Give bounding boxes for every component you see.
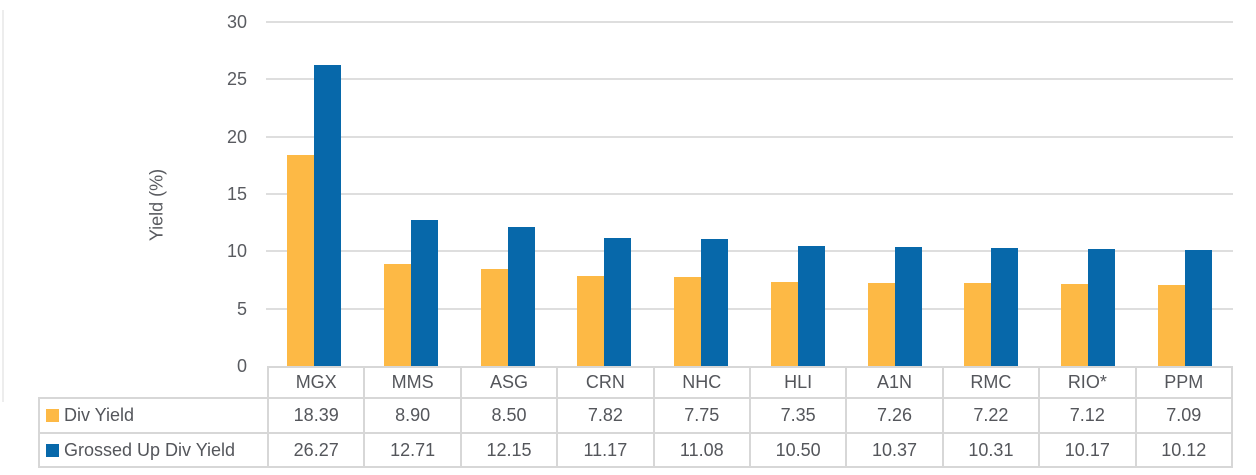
- category-header-rmc: RMC: [941, 366, 1041, 399]
- y-tick-label-15: 15: [226, 184, 247, 204]
- cell-div-yield-mms: 8.90: [363, 397, 462, 434]
- cell-div-yield-asg: 8.50: [459, 397, 559, 434]
- category-header-a1n: A1N: [845, 366, 944, 399]
- bar-div-yield-rio: [1060, 284, 1088, 366]
- cell-div-yield-ppm: 7.09: [1134, 397, 1234, 434]
- cell-grossed-up-div-yield-ppm: 10.12: [1134, 432, 1234, 468]
- bar-grossed-up-div-yield-mgx: [314, 64, 342, 366]
- plot-area: [266, 0, 1233, 366]
- category-header-nhc: NHC: [652, 366, 751, 399]
- y-tick-label-30: 30: [226, 12, 247, 32]
- bar-grossed-up-div-yield-mms: [411, 220, 439, 366]
- gridline-5: [266, 307, 1233, 310]
- legend-swatch-grossed-up-div-yield: [46, 443, 59, 457]
- gridline-30: [266, 21, 1233, 23]
- bar-grossed-up-div-yield-rio: [1087, 249, 1115, 366]
- gridline-10: [266, 250, 1233, 253]
- category-header-mms: MMS: [363, 366, 462, 399]
- cell-grossed-up-div-yield-rio: 10.17: [1038, 432, 1137, 468]
- cell-grossed-up-div-yield-crn: 11.17: [556, 432, 655, 468]
- cell-grossed-up-div-yield-asg: 12.15: [459, 432, 559, 468]
- bar-grossed-up-div-yield-crn: [604, 237, 632, 366]
- bar-div-yield-hli: [770, 281, 798, 366]
- bar-div-yield-mms: [384, 263, 412, 366]
- cell-grossed-up-div-yield-nhc: 11.08: [652, 432, 751, 468]
- cell-div-yield-mgx: 18.39: [266, 397, 366, 434]
- cell-grossed-up-div-yield-rmc: 10.31: [941, 432, 1041, 468]
- cell-grossed-up-div-yield-hli: 10.50: [748, 432, 848, 468]
- bar-div-yield-asg: [480, 268, 508, 366]
- category-header-mgx: MGX: [266, 366, 366, 399]
- cell-div-yield-crn: 7.82: [556, 397, 655, 434]
- category-header-asg: ASG: [459, 366, 559, 399]
- bar-grossed-up-div-yield-hli: [797, 245, 825, 366]
- y-tick-label-10: 10: [226, 241, 247, 262]
- legend-swatch-div-yield: [46, 409, 59, 422]
- y-axis-title: Yield (%): [146, 168, 167, 242]
- bar-grossed-up-div-yield-ppm: [1184, 249, 1212, 366]
- y-tick-label-0: 0: [236, 356, 247, 376]
- bar-div-yield-ppm: [1157, 284, 1185, 366]
- gridline-15: [266, 193, 1233, 195]
- bar-div-yield-rmc: [964, 283, 992, 366]
- bar-grossed-up-div-yield-rmc: [991, 247, 1019, 366]
- category-header-hli: HLI: [748, 366, 848, 399]
- bar-div-yield-a1n: [867, 282, 895, 366]
- bar-grossed-up-div-yield-a1n: [894, 247, 922, 366]
- legend-item-div-yield: Div Yield: [38, 397, 269, 434]
- bar-div-yield-nhc: [674, 277, 702, 366]
- cell-div-yield-rio: 7.12: [1038, 397, 1137, 434]
- cell-div-yield-hli: 7.35: [748, 397, 848, 434]
- y-tick-label-20: 20: [226, 126, 247, 147]
- legend-label-div-yield: Div Yield: [64, 405, 135, 425]
- bar-div-yield-mgx: [287, 155, 315, 366]
- legend-item-grossed-up-div-yield: Grossed Up Div Yield: [38, 432, 269, 468]
- y-tick-label-25: 25: [226, 69, 247, 90]
- category-header-crn: CRN: [556, 366, 655, 399]
- cell-grossed-up-div-yield-mgx: 26.27: [266, 432, 366, 468]
- chart-left-edge-line: [2, 10, 4, 402]
- y-tick-label-5: 5: [236, 298, 247, 319]
- gridline-25: [266, 78, 1233, 81]
- bar-grossed-up-div-yield-nhc: [701, 238, 729, 366]
- cell-div-yield-rmc: 7.22: [941, 397, 1041, 434]
- data-table: MGX MMS ASG CRN NHC HLI A1N RMC RIO* PPM Div Yield…: [38, 366, 1234, 468]
- cell-grossed-up-div-yield-a1n: 10.37: [845, 432, 944, 468]
- cell-grossed-up-div-yield-mms: 12.71: [363, 432, 462, 468]
- bar-div-yield-crn: [577, 276, 605, 366]
- bar-grossed-up-div-yield-asg: [507, 226, 535, 366]
- cell-div-yield-a1n: 7.26: [845, 397, 944, 434]
- category-header-ppm: PPM: [1134, 366, 1234, 399]
- category-header-rio: RIO*: [1038, 366, 1137, 399]
- gridline-20: [266, 135, 1233, 138]
- cell-div-yield-nhc: 7.75: [652, 397, 751, 434]
- legend-label-grossed-up-div-yield: Grossed Up Div Yield: [64, 439, 236, 460]
